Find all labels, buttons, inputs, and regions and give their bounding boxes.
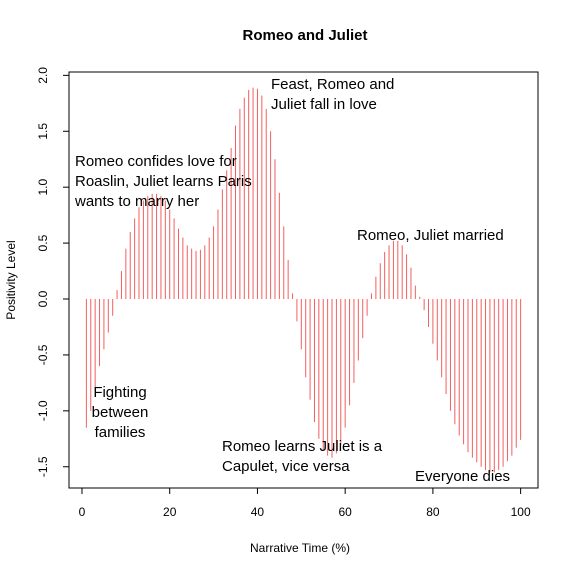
y-tick-label: -1.5 [36, 456, 50, 477]
y-tick-label: 0.5 [36, 234, 50, 251]
annotation: families [95, 424, 146, 441]
y-tick-label: -1.0 [36, 400, 50, 421]
annotation: Capulet, vice versa [222, 458, 350, 475]
y-tick-label: 2.0 [36, 67, 50, 84]
y-axis-label: Positivity Level [4, 240, 18, 319]
y-tick-label: 1.0 [36, 179, 50, 196]
annotation: Everyone dies [415, 468, 510, 485]
x-tick-label: 80 [426, 505, 440, 519]
annotation: between [92, 404, 149, 421]
annotation: Roaslin, Juliet learns Paris [75, 173, 252, 190]
annotation: Feast, Romeo and [271, 76, 394, 93]
annotation: Romeo learns Juliet is a [222, 438, 383, 455]
y-tick-label: 1.5 [36, 123, 50, 140]
x-tick-label: 60 [338, 505, 352, 519]
y-tick-label: 0.0 [36, 290, 50, 307]
annotation: Romeo, Juliet married [357, 227, 504, 244]
y-tick-label: -0.5 [36, 344, 50, 365]
x-tick-label: 20 [163, 505, 177, 519]
annotation: Fighting [93, 384, 146, 401]
annotation: Romeo confides love for [75, 153, 237, 170]
x-tick-label: 40 [251, 505, 265, 519]
annotation: Juliet fall in love [271, 96, 377, 113]
annotation: wants to marry her [74, 193, 199, 210]
x-axis-label: Narrative Time (%) [250, 541, 350, 555]
x-tick-label: 100 [511, 505, 531, 519]
chart-title: Romeo and Juliet [242, 27, 367, 44]
x-tick-label: 0 [79, 505, 86, 519]
